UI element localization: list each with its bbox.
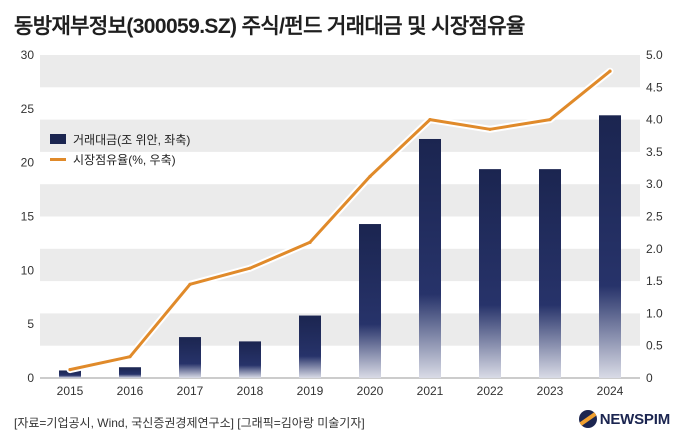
newspim-logo: NEWSPIM xyxy=(578,410,670,428)
right-tick-label: 5.0 xyxy=(646,48,663,62)
left-tick-label: 10 xyxy=(21,263,35,277)
right-tick-label: 1.0 xyxy=(646,306,663,320)
line-market-share xyxy=(68,69,612,372)
chart-title: 동방재부정보(300059.SZ) 주식/펀드 거래대금 및 시장점유율 xyxy=(14,15,525,38)
point-2021 xyxy=(428,118,432,122)
x-tick-label: 2015 xyxy=(57,384,84,398)
x-tick-label: 2024 xyxy=(597,384,624,398)
grid-band xyxy=(40,119,640,152)
right-tick-label: 4.5 xyxy=(646,80,663,94)
x-tick-label: 2019 xyxy=(297,384,324,398)
legend-item-volume: 거래대금(조 위안, 좌축) xyxy=(50,129,190,149)
grid-band xyxy=(40,55,640,88)
right-tick-label: 2.5 xyxy=(646,210,663,224)
bar-2023 xyxy=(539,169,561,378)
point-2016 xyxy=(128,355,132,359)
point-2019 xyxy=(308,240,312,244)
right-tick-label: 2.0 xyxy=(646,242,663,256)
left-tick-label: 25 xyxy=(21,102,35,116)
legend-label-volume: 거래대금(조 위안, 좌축) xyxy=(73,132,191,147)
left-tick-label: 15 xyxy=(21,210,35,224)
x-tick-label: 2017 xyxy=(177,384,204,398)
newspim-logo-icon xyxy=(578,410,597,428)
source-credit: [자료=기업공시, Wind, 국신증권경제연구소] [그래픽=김아랑 미술기자… xyxy=(14,416,365,430)
line-series xyxy=(66,67,614,374)
bar-2019 xyxy=(299,315,321,378)
x-tick-label: 2022 xyxy=(477,384,504,398)
point-2017 xyxy=(188,282,192,286)
right-tick-label: 0 xyxy=(646,371,653,385)
bar-2024 xyxy=(599,115,621,378)
left-tick-label: 30 xyxy=(21,48,35,62)
right-tick-label: 3.0 xyxy=(646,177,663,191)
left-tick-label: 5 xyxy=(27,317,34,331)
x-axis-ticks: 2015 2016 2017 2018 2019 2020 2021 2022 2023 2024 xyxy=(57,384,624,398)
bar-2018 xyxy=(239,341,261,378)
point-2023 xyxy=(548,118,552,122)
left-tick-label: 20 xyxy=(21,156,35,170)
point-2024 xyxy=(608,69,612,73)
bar-2020 xyxy=(359,224,381,378)
point-2022 xyxy=(488,127,492,131)
right-tick-label: 1.5 xyxy=(646,274,663,288)
legend-swatch-bar xyxy=(50,134,66,144)
left-tick-label: 0 xyxy=(27,371,34,385)
left-axis-ticks: 0 5 10 15 20 25 30 xyxy=(21,48,35,385)
point-2015 xyxy=(68,368,72,372)
x-tick-label: 2021 xyxy=(417,384,444,398)
right-tick-label: 3.5 xyxy=(646,145,663,159)
right-tick-label: 0.5 xyxy=(646,339,663,353)
newspim-logo-text: NEWSPIM xyxy=(599,410,670,428)
bar-2017 xyxy=(179,337,201,378)
x-tick-label: 2018 xyxy=(237,384,264,398)
right-tick-label: 4.0 xyxy=(646,113,663,127)
legend-item-share: 시장점유율(%, 우축) xyxy=(50,149,190,169)
bar-2015 xyxy=(59,370,81,378)
x-tick-label: 2016 xyxy=(117,384,144,398)
chart-legend: 거래대금(조 위안, 좌축) 시장점유율(%, 우축) xyxy=(50,129,190,169)
x-tick-label: 2020 xyxy=(357,384,384,398)
legend-label-share: 시장점유율(%, 우축) xyxy=(73,152,176,167)
right-axis-ticks: 0 0.5 1.0 1.5 2.0 2.5 3.0 3.5 4.0 4.5 5.0 xyxy=(646,48,663,385)
bar-2022 xyxy=(479,169,501,378)
x-tick-label: 2023 xyxy=(537,384,564,398)
bar-2016 xyxy=(119,367,141,378)
point-2018 xyxy=(248,266,252,270)
bar-2021 xyxy=(419,138,441,378)
point-2020 xyxy=(368,174,372,179)
legend-swatch-line xyxy=(50,157,66,161)
bar-series xyxy=(59,115,621,378)
